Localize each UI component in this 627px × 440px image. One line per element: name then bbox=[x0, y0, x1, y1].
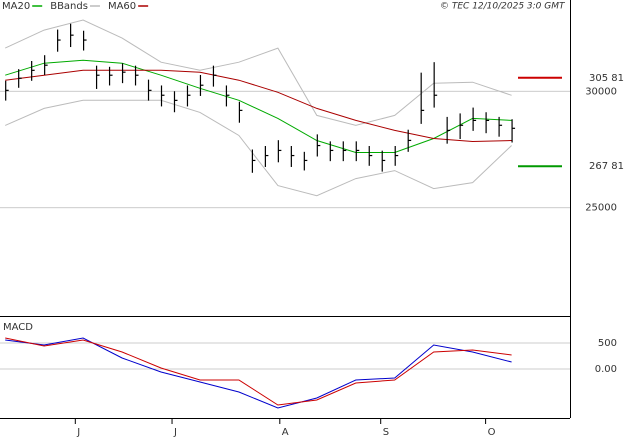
y-tick-label: 0.00 bbox=[595, 364, 617, 375]
level-label: 267 81 bbox=[589, 161, 624, 172]
macd-line bbox=[5, 337, 512, 406]
x-tick-label: O bbox=[488, 427, 496, 438]
legend-label: MA60 bbox=[108, 1, 136, 12]
x-tick-label: A bbox=[282, 427, 289, 438]
macd-title: MACD bbox=[3, 322, 33, 333]
y-tick-label: 500 bbox=[598, 338, 617, 349]
x-tick-label: J bbox=[76, 427, 80, 438]
band-upper bbox=[4, 19, 512, 126]
macd-line bbox=[5, 337, 512, 409]
legend-label: BBands bbox=[50, 1, 88, 12]
y-tick-label: 30000 bbox=[585, 86, 617, 97]
ma-line bbox=[5, 59, 512, 153]
level-label: 305 81 bbox=[589, 73, 624, 84]
band-lower bbox=[4, 99, 512, 197]
x-tick-label: J bbox=[173, 427, 177, 438]
legend-label: MA20 bbox=[2, 1, 30, 12]
y-tick-label: 25000 bbox=[585, 203, 617, 214]
ma-line bbox=[5, 69, 512, 143]
x-tick-label: S bbox=[383, 427, 389, 438]
source: © TEC 12/10/2025 3:0 GMT bbox=[440, 2, 566, 12]
